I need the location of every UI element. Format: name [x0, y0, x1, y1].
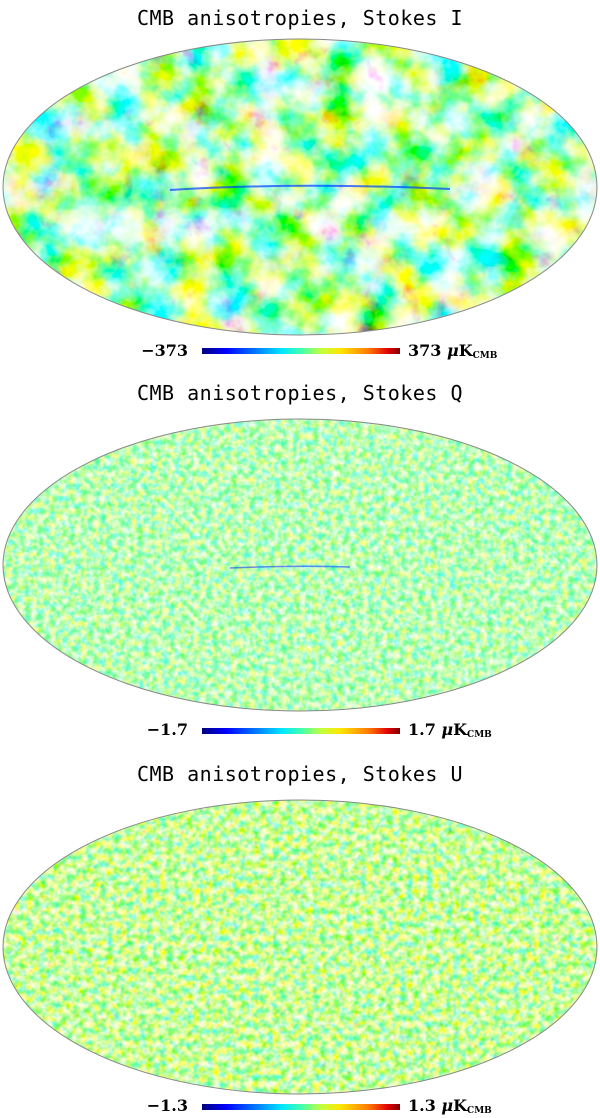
map-outline: [2, 38, 598, 336]
colorbar-gradient: [202, 348, 400, 354]
panel-title-stokes-i: CMB anisotropies, Stokes I: [136, 6, 464, 30]
panel-title-stokes-q: CMB anisotropies, Stokes Q: [136, 381, 464, 405]
panel-title-stokes-u: CMB anisotropies, Stokes U: [136, 762, 464, 786]
map-outline: [2, 418, 598, 712]
colorbar-stokes-q: −1.7 1.7 μKCMB: [0, 720, 600, 742]
mollweide-map-stokes-u: [2, 799, 598, 1095]
colorbar-max-label: 1.7 μKCMB: [408, 720, 492, 740]
colorbar-stokes-u: −1.3 1.3 μKCMB: [0, 1096, 600, 1118]
colorbar-min-label: −1.7: [146, 720, 188, 739]
colorbar-min-label: −373: [141, 341, 188, 360]
colorbar-stokes-i: −373 373 μKCMB: [0, 341, 600, 363]
colorbar-min-label: −1.3: [146, 1096, 188, 1115]
colorbar-max-label: 373 μKCMB: [408, 341, 498, 361]
colorbar-gradient: [202, 1104, 400, 1110]
map-outline: [2, 799, 598, 1095]
colorbar-max-label: 1.3 μKCMB: [408, 1096, 492, 1116]
mollweide-map-stokes-i: [2, 38, 598, 336]
mollweide-map-stokes-q: [2, 418, 598, 712]
colorbar-gradient: [202, 728, 400, 734]
